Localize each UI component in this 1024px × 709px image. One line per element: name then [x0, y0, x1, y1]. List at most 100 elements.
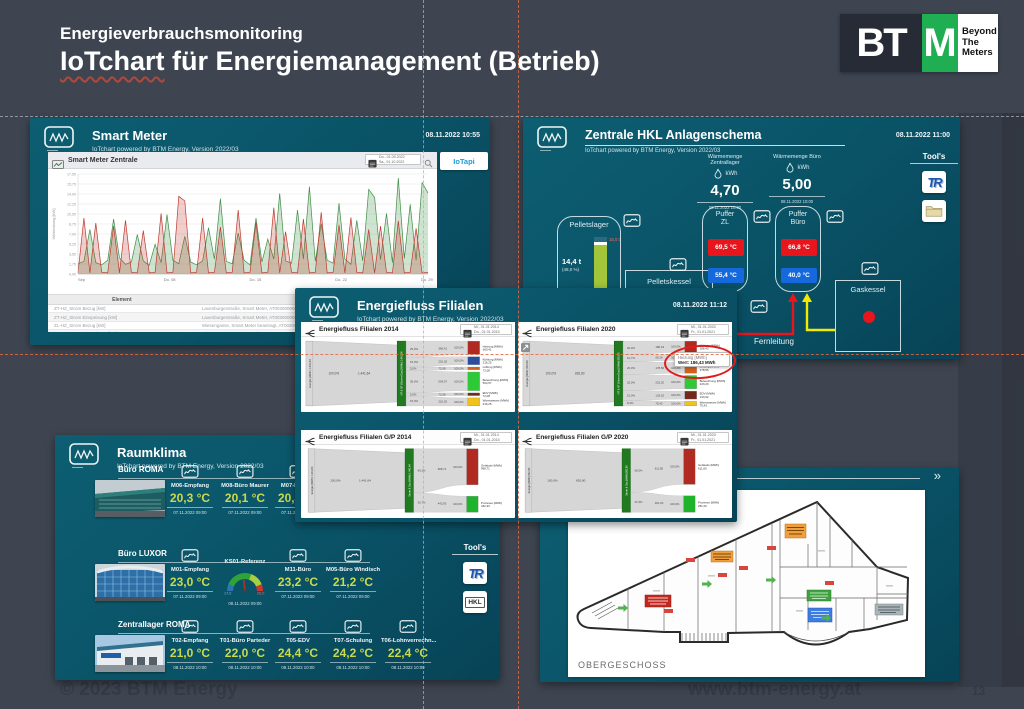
panel-title: Energiefluss Filialen: [357, 298, 484, 313]
tool-hkl-icon[interactable]: HKL: [463, 591, 487, 613]
sensor-underline: [275, 662, 321, 663]
title-rest: für Energiemanagement (Betrieb): [164, 46, 600, 76]
sensor-timestamp: 08.11.2022 10:00: [173, 665, 207, 670]
svg-text:186,43: 186,43: [700, 347, 709, 351]
sensor-timestamp: 08.11.2022 09:00: [228, 601, 262, 606]
svg-text:Do. 29: Do. 29: [421, 277, 434, 282]
table-cell: ZL-HZ_Strom Bezug [kW]: [54, 322, 106, 328]
date-range-picker[interactable]: Mi., 01.01.2020 Fr., 01.01.2021: [677, 324, 729, 338]
sparkline-icon[interactable]: [344, 549, 362, 562]
svg-text:186,43: 186,43: [655, 345, 664, 349]
sensor-name: T07-Schulung: [333, 638, 373, 644]
expand-icon[interactable]: [521, 339, 530, 352]
svg-text:998,71: 998,71: [438, 467, 447, 471]
svg-text:442,93: 442,93: [481, 504, 490, 508]
tools-label: Tool's: [463, 543, 487, 552]
svg-text:Sep: Sep: [78, 277, 86, 282]
sparkline-icon[interactable]: [753, 210, 771, 223]
iotapi-button[interactable]: IoTapi: [440, 152, 488, 170]
range-from: Mi., 01.01.2020: [691, 433, 716, 438]
svg-text:17,0: 17,0: [224, 592, 231, 596]
svg-text:Prozesse [MWh]: Prozesse [MWh]: [698, 501, 719, 505]
tool-tr-icon[interactable]: TR: [463, 562, 487, 584]
date-range-picker[interactable]: Mi., 01.01.2014 Do., 01.01.2015: [460, 324, 512, 338]
sensor-value: 24,2 °C: [332, 646, 374, 660]
date-range-picker[interactable]: Mi., 01.01.2020 Fr., 01.01.2021: [677, 432, 729, 446]
sensor-name: T02-Empfang: [171, 638, 209, 644]
kpi-unit: kWh: [797, 165, 810, 171]
date-range-picker[interactable]: Do., 01.09.2022 Sa., 01.10.2022: [365, 154, 421, 168]
svg-text:611,80: 611,80: [655, 467, 664, 471]
flame-icon: [785, 162, 795, 174]
table-header-element: Element: [112, 296, 132, 303]
svg-text:10,7%: 10,7%: [627, 356, 636, 360]
photo-roma: [95, 480, 165, 517]
svg-text:Beleuchtung [MWh]: Beleuchtung [MWh]: [700, 379, 726, 383]
sparkline-icon[interactable]: [181, 465, 199, 478]
calendar-icon: [368, 155, 377, 168]
sensor-timestamp: 08.11.2022 10:00: [228, 665, 262, 670]
tagline-word: Meters: [962, 47, 993, 59]
plan-red-tags: [664, 546, 834, 613]
date-range-picker[interactable]: Mi., 01.01.2014 Do., 01.01.2015: [460, 432, 512, 446]
title-underline: [728, 478, 920, 479]
table-row: ZT-HZ_Strom Einspeisung [kW] Laxenburgers…: [48, 313, 437, 322]
flame-icon: [713, 168, 723, 180]
page-title: IoTchart für Energiemanagement (Betrieb): [60, 46, 600, 77]
svg-text:Energie [MWh] 892,80: Energie [MWh] 892,80: [525, 360, 529, 387]
range-to: Fr., 01.01.2021: [691, 329, 716, 334]
panel-subtitle: IoTchart powered by BTM Energy, Version …: [117, 463, 264, 470]
svg-text:Lüftung [MWh]: Lüftung [MWh]: [483, 365, 502, 369]
sensor-value: 22,0 °C: [224, 646, 266, 660]
sensor-value: 24,4 °C: [277, 646, 319, 660]
photo-luxor: [95, 564, 165, 601]
tool-tr-icon[interactable]: TR: [922, 171, 946, 193]
sparkline-icon[interactable]: [861, 262, 879, 275]
sensor-tile: T05-EDV 24,4 °C 08.11.2022 10:00: [271, 638, 325, 670]
footer-copyright: © 2023 BTM Energy: [60, 679, 238, 700]
footer-page-number: 13: [972, 684, 986, 698]
sankey-card-title: Energiefluss Filialen G/P 2020: [536, 433, 629, 441]
svg-text:Warmwasser [MWh]: Warmwasser [MWh]: [483, 399, 510, 403]
sensor-timestamp: 08.11.2022 10:00: [336, 665, 370, 670]
btm-logo-m: M: [922, 14, 958, 72]
svg-text:100,0%: 100,0%: [454, 392, 464, 396]
sparkline-icon[interactable]: [826, 210, 844, 223]
sensor-timestamp: 08.11.2022 10:00: [281, 665, 315, 670]
sparkline-icon[interactable]: [236, 465, 254, 478]
svg-text:1.441,64: 1.441,64: [359, 478, 371, 482]
svg-text:611,80: 611,80: [698, 466, 707, 470]
sensor-value: 23,2 °C: [277, 575, 319, 589]
sparkline-icon[interactable]: [669, 258, 687, 271]
temp-badge-hot: 69,5 °C: [708, 239, 744, 256]
sparkline-icon[interactable]: [289, 620, 307, 633]
svg-text:72,08: 72,08: [483, 394, 491, 398]
tool-folder-icon[interactable]: [922, 200, 946, 222]
chevron-right-icon[interactable]: »: [933, 468, 941, 483]
svg-text:Strom & Gas [MWh] 1.441,64: Strom & Gas [MWh] 1.441,64: [408, 464, 411, 497]
svg-text:26,0: 26,0: [257, 592, 264, 596]
sparkline-icon[interactable]: [236, 620, 254, 633]
sankey-icon: [521, 325, 533, 337]
kpi-timestamp: 08.11.2022 10:00: [708, 205, 742, 210]
plan-green-arrows: [618, 576, 831, 622]
sparkline-icon[interactable]: [623, 214, 641, 227]
sparkline-icon[interactable]: [750, 300, 768, 313]
magnifier-icon[interactable]: [424, 155, 433, 168]
calendar-icon: [463, 325, 472, 338]
sensor-tile: M08-Büro Maurer 20,1 °C 07.11.2022 09:00: [218, 483, 272, 515]
sparkline-icon[interactable]: [181, 549, 199, 562]
sensor-underline: [222, 662, 268, 663]
status-dot-red: [863, 311, 875, 323]
sparkline-icon[interactable]: [344, 620, 362, 633]
group-title: Büro ROMA: [118, 465, 164, 474]
sparkline-icon[interactable]: [289, 549, 307, 562]
sparkline-icon[interactable]: [181, 620, 199, 633]
plan-marker-orange-2: [710, 550, 734, 563]
svg-text:998,71: 998,71: [481, 467, 490, 471]
slide-kicker: Energieverbrauchsmonitoring: [60, 24, 303, 43]
sparkline-icon[interactable]: [399, 620, 417, 633]
raumklima-group: Büro LUXOR M01-Empfang 23,0 °C 07.11.2022 0…: [55, 549, 500, 631]
smart-meter-table: Element Beschreibung ZT-HZ_Strom Bezug […: [48, 294, 437, 332]
svg-text:178,56: 178,56: [655, 366, 664, 370]
